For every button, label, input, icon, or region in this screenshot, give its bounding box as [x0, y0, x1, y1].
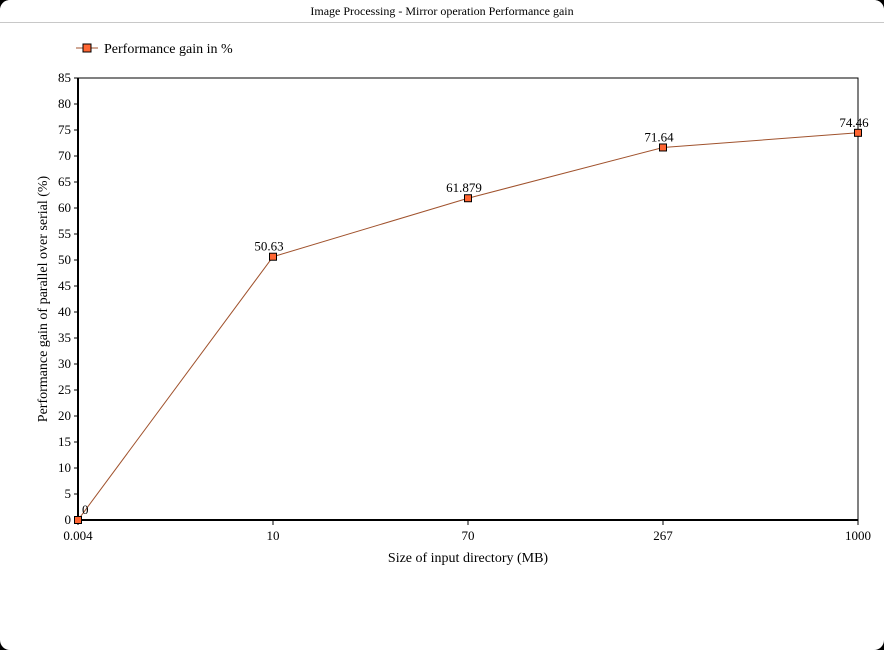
y-tick-label: 0	[65, 512, 72, 527]
legend: Performance gain in %	[76, 42, 233, 57]
legend-marker	[82, 43, 92, 53]
data-label: 50.63	[254, 239, 283, 254]
data-point	[854, 128, 862, 137]
y-tick-label: 70	[58, 148, 71, 163]
y-tick-label: 65	[58, 174, 71, 189]
plot-border	[77, 77, 859, 521]
y-tick-label: 20	[58, 408, 71, 423]
x-axis-ticks: 0.004 10 70 267 1000	[63, 520, 871, 543]
y-tick-label: 50	[58, 252, 71, 267]
data-label: 61.879	[446, 180, 482, 195]
plot-area	[77, 77, 859, 521]
y-tick-label: 35	[58, 330, 71, 345]
y-axis-ticks: 0 5 10 15 20 25 30 35 40 45 50 55 60 65 70 75 80 85	[58, 70, 78, 527]
y-tick-label: 80	[58, 96, 71, 111]
y-tick-label: 5	[65, 486, 72, 501]
data-label: 0	[82, 502, 89, 517]
x-tick-label: 267	[653, 528, 673, 543]
y-tick-label: 85	[58, 70, 71, 85]
y-tick-label: 45	[58, 278, 71, 293]
y-tick-label: 55	[58, 226, 71, 241]
y-tick-label: 10	[58, 460, 71, 475]
data-label: 74.46	[839, 115, 869, 130]
x-tick-label: 70	[462, 528, 475, 543]
x-tick-label: 1000	[845, 528, 871, 543]
data-point	[464, 194, 472, 203]
data-point	[659, 143, 667, 152]
y-axis-title: Performance gain of parallel over serial…	[36, 175, 51, 422]
y-tick-label: 40	[58, 304, 71, 319]
legend-label: Performance gain in %	[104, 42, 233, 57]
series-layer: 0 50.63 61.879 71.64 74.46	[74, 115, 869, 524]
x-axis-title: Size of input directory (MB)	[388, 551, 549, 566]
y-tick-label: 60	[58, 200, 71, 215]
data-point	[269, 252, 277, 261]
y-tick-label: 25	[58, 382, 71, 397]
x-tick-label: 0.004	[63, 528, 93, 543]
data-label: 71.64	[644, 129, 674, 144]
data-point	[74, 516, 82, 524]
x-tick-label: 10	[267, 528, 280, 543]
y-tick-label: 15	[58, 434, 71, 449]
y-tick-label: 75	[58, 122, 71, 137]
y-tick-label: 30	[58, 356, 71, 371]
window-title: Image Processing - Mirror operation Perf…	[0, 0, 884, 23]
